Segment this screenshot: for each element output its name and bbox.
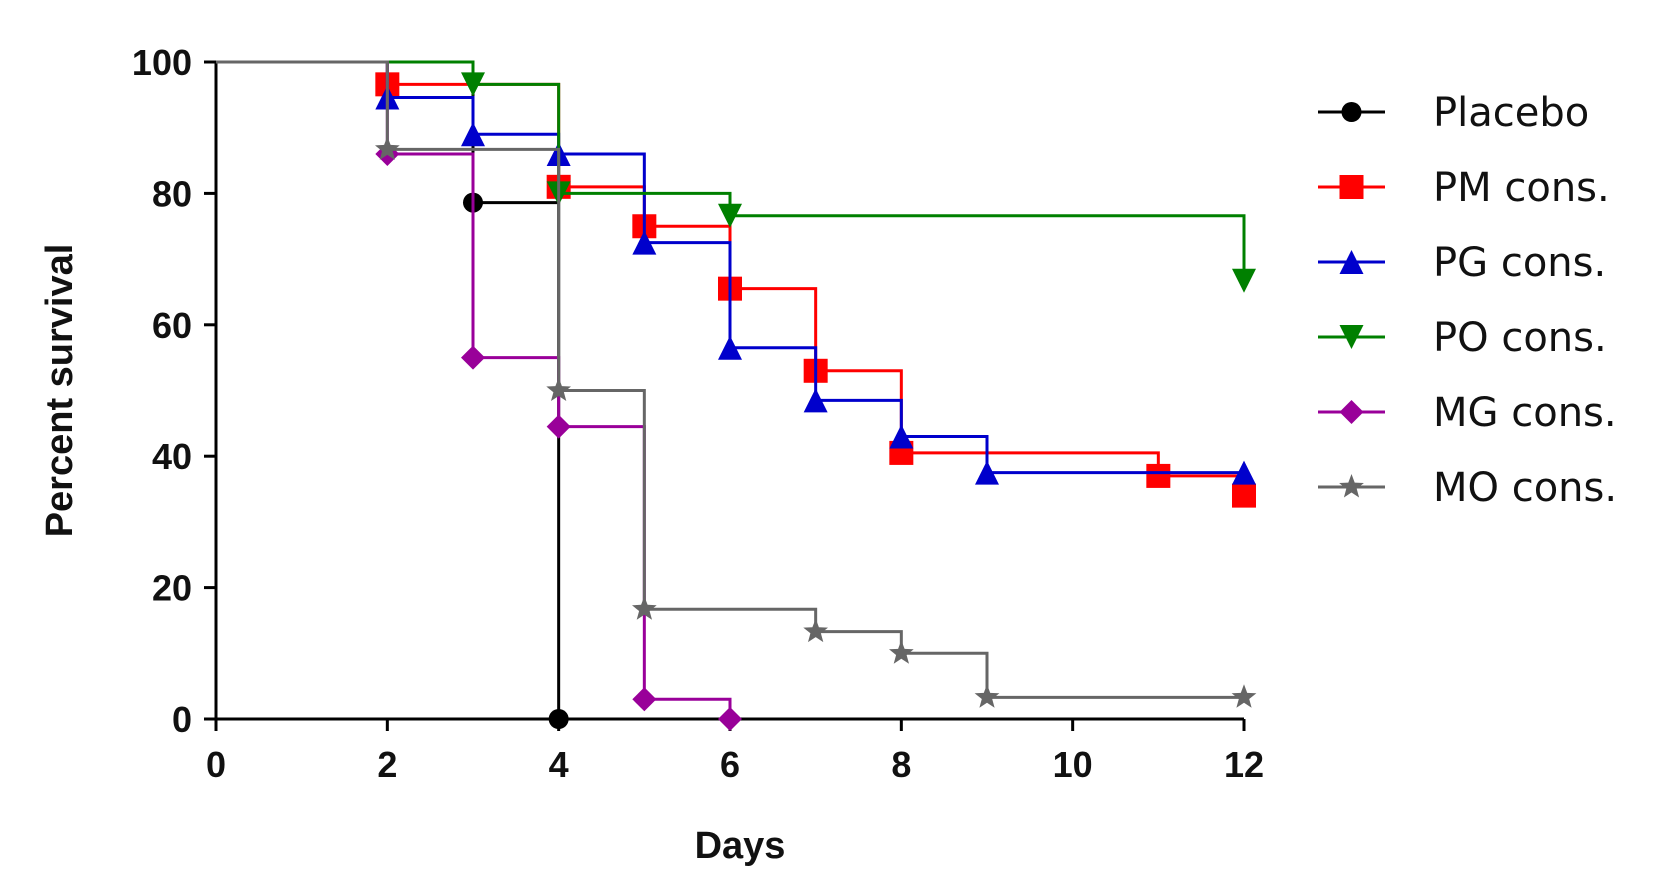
x-tick-label: 8 [891, 744, 911, 785]
legend-marker [1339, 474, 1364, 498]
data-point-pg-cons [1232, 460, 1256, 485]
data-point-mo-cons [1231, 684, 1257, 708]
x-tick-label: 10 [1053, 744, 1093, 785]
data-point-mo-cons [889, 640, 914, 664]
legend-item-pg-cons: PG cons. [1318, 240, 1606, 286]
y-axis-title: Percent survival [39, 244, 81, 538]
x-tick-label: 2 [377, 744, 397, 785]
data-point-pm-cons [1232, 483, 1256, 508]
legend-item-placebo: Placebo [1318, 90, 1589, 136]
data-point-pg-cons [889, 424, 914, 449]
legend-item-pm-cons: PM cons. [1318, 165, 1610, 211]
data-point-po-cons [1232, 268, 1256, 293]
series-layer [216, 60, 1257, 731]
x-ticks: 0 2 4 6 8 10 12 [206, 719, 1264, 785]
data-point-mo-cons [974, 684, 1000, 708]
data-point-pg-cons [632, 230, 657, 255]
data-point-pg-cons [803, 388, 828, 413]
data-point-pg-cons [718, 335, 742, 360]
y-tick-label: 0 [172, 699, 192, 740]
legend-marker [1339, 250, 1364, 274]
y-tick-label: 20 [152, 568, 192, 609]
y-ticks: 0 20 40 60 80 100 [132, 42, 216, 740]
series-placebo [216, 60, 569, 729]
legend-marker [1339, 175, 1364, 199]
series-line-mo-cons [216, 60, 1244, 699]
series-line-pg-cons [216, 60, 1244, 475]
series-pg-cons [216, 60, 1256, 485]
y-tick-label: 40 [152, 436, 192, 477]
legend-label: PO cons. [1433, 315, 1607, 361]
legend-label: MO cons. [1433, 465, 1617, 511]
legend: Placebo PM cons. PG cons. PO cons. MG cons. M… [1318, 90, 1617, 511]
axes [214, 62, 1244, 721]
legend-item-mo-cons: MO cons. [1318, 465, 1617, 511]
x-tick-label: 6 [720, 744, 740, 785]
data-point-pg-cons [975, 460, 999, 485]
legend-marker [1339, 400, 1364, 424]
data-point-placebo [548, 709, 569, 729]
legend-label: Placebo [1433, 90, 1589, 136]
series-po-cons [216, 60, 1256, 293]
x-tick-label: 0 [206, 744, 226, 785]
data-point-mo-cons [803, 618, 828, 643]
data-point-mg-cons [461, 345, 485, 370]
legend-marker [1341, 102, 1362, 122]
y-tick-label: 80 [152, 173, 192, 214]
legend-label: PM cons. [1433, 165, 1610, 211]
series-line-mg-cons [216, 60, 732, 719]
series-pm-cons [216, 60, 1256, 508]
x-tick-label: 12 [1224, 744, 1264, 785]
legend-item-mg-cons: MG cons. [1318, 390, 1617, 436]
data-point-mg-cons [718, 707, 742, 731]
y-tick-label: 60 [152, 305, 192, 346]
data-point-mg-cons [546, 414, 571, 439]
legend-item-po-cons: PO cons. [1318, 315, 1607, 361]
data-point-po-cons [461, 72, 485, 97]
x-axis-title: Days [695, 825, 786, 867]
data-point-mo-cons [375, 136, 400, 160]
series-mg-cons [216, 60, 742, 731]
data-point-mo-cons [632, 596, 657, 620]
y-tick-label: 100 [132, 42, 192, 83]
data-point-pm-cons [1146, 463, 1171, 488]
data-point-mg-cons [632, 687, 657, 712]
legend-label: PG cons. [1433, 240, 1606, 286]
x-tick-label: 4 [549, 744, 569, 785]
legend-marker [1339, 325, 1364, 349]
data-point-mo-cons [546, 377, 571, 401]
data-point-po-cons [718, 203, 742, 228]
data-point-pg-cons [461, 122, 485, 147]
legend-label: MG cons. [1433, 390, 1617, 436]
series-mo-cons [216, 60, 1257, 708]
